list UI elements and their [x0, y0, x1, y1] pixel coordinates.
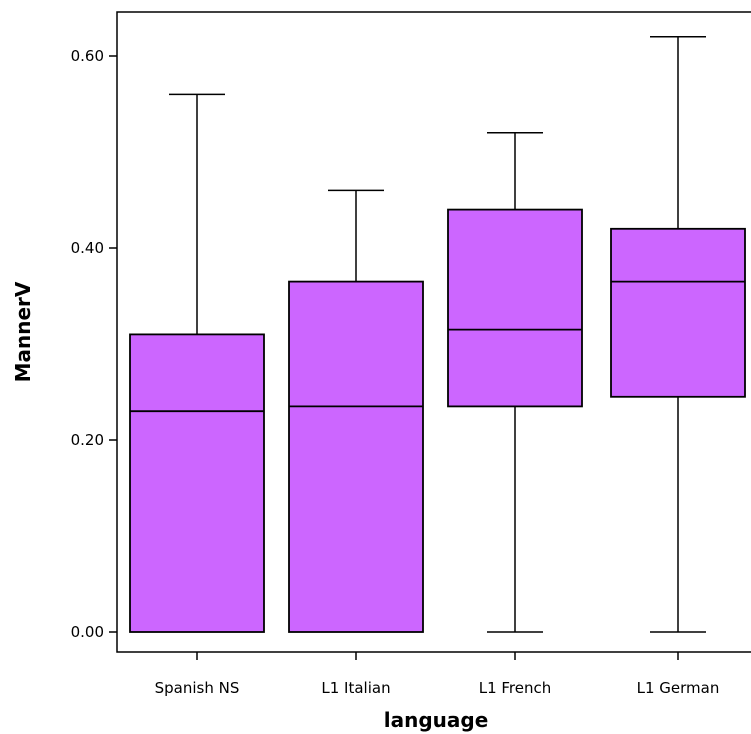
box-l1-italian [288, 189, 424, 633]
x-tick-label: Spanish NS [155, 679, 240, 697]
y-tick-label: 0.40 [71, 239, 104, 257]
y-tick-label: 0.60 [71, 47, 104, 65]
x-tick-label: L1 French [479, 679, 552, 697]
x-axis-title: language [384, 708, 489, 732]
box-series [129, 36, 746, 633]
y-tick-label: 0.20 [71, 431, 104, 449]
y-axis-title: MannerV [11, 281, 35, 382]
box-l1-french [447, 132, 583, 633]
x-axis: Spanish NS L1 Italian L1 French L1 German [155, 652, 720, 697]
iqr-box [129, 333, 265, 633]
x-tick-label: L1 Italian [321, 679, 390, 697]
y-axis: 0.00 0.20 0.40 0.60 [71, 47, 117, 641]
iqr-box [610, 227, 746, 398]
iqr-box [447, 208, 583, 408]
y-tick-label: 0.00 [71, 623, 104, 641]
box-l1-german [610, 36, 746, 633]
iqr-box [288, 280, 424, 633]
x-tick-label: L1 German [637, 679, 720, 697]
box-spanish-ns [129, 93, 265, 633]
